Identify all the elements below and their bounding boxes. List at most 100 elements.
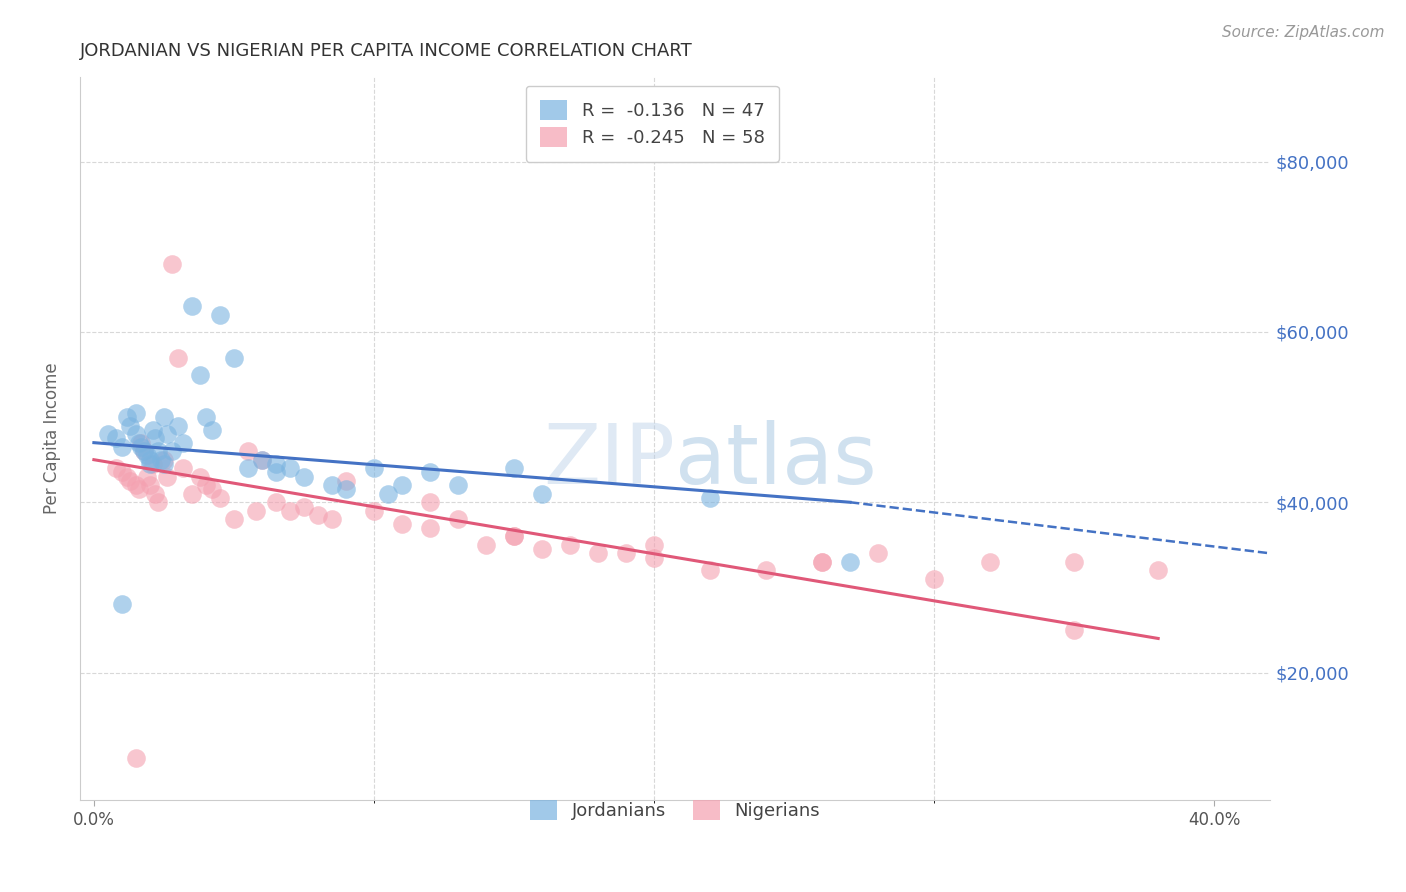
Point xyxy=(250,452,273,467)
Point xyxy=(142,457,165,471)
Point xyxy=(391,478,413,492)
Point xyxy=(643,538,665,552)
Point xyxy=(755,563,778,577)
Point xyxy=(363,461,385,475)
Text: Source: ZipAtlas.com: Source: ZipAtlas.com xyxy=(1222,25,1385,40)
Point xyxy=(419,466,441,480)
Point xyxy=(153,452,176,467)
Point xyxy=(245,504,267,518)
Point xyxy=(811,555,834,569)
Point xyxy=(194,478,217,492)
Point xyxy=(148,495,170,509)
Point xyxy=(264,457,287,471)
Point xyxy=(586,546,609,560)
Point xyxy=(111,440,134,454)
Point xyxy=(200,423,222,437)
Point xyxy=(150,452,173,467)
Point xyxy=(162,444,184,458)
Point xyxy=(321,512,343,526)
Point xyxy=(139,457,162,471)
Point xyxy=(105,461,128,475)
Point xyxy=(292,469,315,483)
Point xyxy=(162,257,184,271)
Point xyxy=(278,461,301,475)
Point xyxy=(120,418,142,433)
Point xyxy=(125,406,148,420)
Point xyxy=(419,495,441,509)
Point xyxy=(208,491,231,505)
Point xyxy=(1063,555,1085,569)
Point xyxy=(136,469,159,483)
Point xyxy=(111,598,134,612)
Point xyxy=(391,516,413,531)
Point xyxy=(131,435,153,450)
Point xyxy=(128,435,150,450)
Point xyxy=(156,427,179,442)
Point xyxy=(321,478,343,492)
Y-axis label: Per Capita Income: Per Capita Income xyxy=(44,362,60,514)
Point xyxy=(530,542,553,557)
Point xyxy=(145,487,167,501)
Point xyxy=(194,410,217,425)
Point xyxy=(128,483,150,497)
Point xyxy=(868,546,890,560)
Point xyxy=(419,521,441,535)
Point xyxy=(136,449,159,463)
Point xyxy=(125,427,148,442)
Point xyxy=(97,427,120,442)
Point xyxy=(134,444,156,458)
Point xyxy=(250,452,273,467)
Point xyxy=(307,508,329,522)
Point xyxy=(153,410,176,425)
Point xyxy=(699,491,721,505)
Point xyxy=(475,538,498,552)
Point xyxy=(188,368,211,382)
Point xyxy=(278,504,301,518)
Text: ZIP: ZIP xyxy=(543,419,675,500)
Point xyxy=(208,308,231,322)
Point xyxy=(377,487,399,501)
Point xyxy=(139,452,162,467)
Point xyxy=(236,444,259,458)
Point xyxy=(1147,563,1170,577)
Point xyxy=(614,546,637,560)
Point xyxy=(222,351,245,365)
Point xyxy=(503,529,526,543)
Point xyxy=(558,538,581,552)
Point xyxy=(148,444,170,458)
Point xyxy=(811,555,834,569)
Point xyxy=(839,555,862,569)
Point xyxy=(105,431,128,445)
Point xyxy=(167,418,190,433)
Point xyxy=(1063,623,1085,637)
Point xyxy=(447,478,470,492)
Point xyxy=(180,300,202,314)
Point xyxy=(145,431,167,445)
Point xyxy=(173,461,195,475)
Point xyxy=(117,410,139,425)
Point xyxy=(173,435,195,450)
Point xyxy=(922,572,945,586)
Point xyxy=(335,483,357,497)
Text: JORDANIAN VS NIGERIAN PER CAPITA INCOME CORRELATION CHART: JORDANIAN VS NIGERIAN PER CAPITA INCOME … xyxy=(80,42,693,60)
Point xyxy=(180,487,202,501)
Point xyxy=(139,478,162,492)
Text: atlas: atlas xyxy=(675,419,877,500)
Point xyxy=(447,512,470,526)
Point xyxy=(292,500,315,514)
Point xyxy=(363,504,385,518)
Point xyxy=(153,457,176,471)
Point xyxy=(111,466,134,480)
Point xyxy=(335,474,357,488)
Point xyxy=(264,466,287,480)
Point xyxy=(979,555,1001,569)
Point xyxy=(125,750,148,764)
Point xyxy=(699,563,721,577)
Point xyxy=(188,469,211,483)
Point xyxy=(200,483,222,497)
Point xyxy=(503,529,526,543)
Point xyxy=(125,478,148,492)
Point xyxy=(503,461,526,475)
Point xyxy=(222,512,245,526)
Point xyxy=(264,495,287,509)
